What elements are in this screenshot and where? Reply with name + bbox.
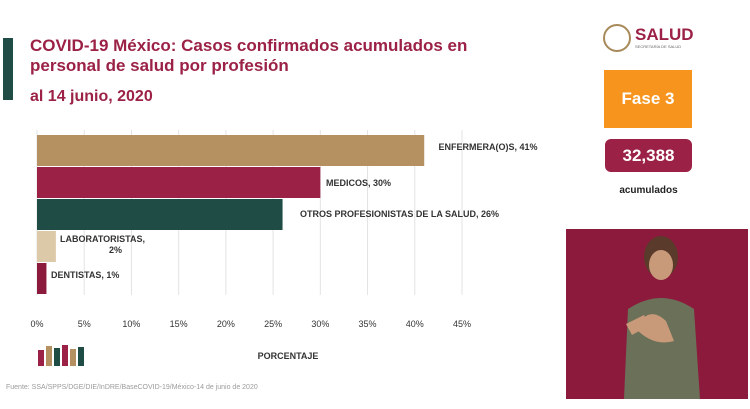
logo-name: SALUD: [635, 25, 694, 44]
heritage-figures-illustration: [38, 345, 84, 366]
total-count-badge: 32,388: [605, 139, 692, 172]
x-tick-label: 40%: [406, 319, 424, 329]
x-tick-label: 5%: [78, 319, 91, 329]
x-axis-label: PORCENTAJE: [258, 351, 319, 361]
x-tick-label: 30%: [311, 319, 329, 329]
phase-badge: Fase 3: [604, 70, 692, 128]
x-tick-label: 10%: [122, 319, 140, 329]
bar-laboratoristas: [37, 231, 56, 262]
bar-chart: 0% 5% 10% 15% 20% 25% 30% 35% 40% 45% PORCENTAJE: [30, 130, 471, 361]
source-note: Fuente: SSA/SPPS/DGE/DIE/InDRE/BaseCOVID…: [6, 384, 258, 391]
data-label-dentistas: DENTISTAS, 1%: [51, 270, 120, 280]
bar-otros-profesionistas-de-la-salud: [37, 199, 283, 230]
total-count-label: acumulados: [619, 185, 678, 196]
bar-medicos: [37, 167, 321, 198]
data-label-otros: OTROS PROFESIONISTAS DE LA SALUD, 26%: [300, 209, 500, 219]
x-tick-label: 15%: [170, 319, 188, 329]
chart-date: al 14 junio, 2020: [30, 88, 153, 105]
x-tick-label: 45%: [453, 319, 471, 329]
salud-logo: SALUD SECRETARÍA DE SALUD: [603, 24, 699, 54]
seal-icon: [603, 24, 631, 52]
x-tick-label: 0%: [30, 319, 43, 329]
chart-title: COVID-19 México: Casos confirmados acumu…: [30, 36, 468, 75]
x-tick-label: 20%: [217, 319, 235, 329]
logo-subtitle: SECRETARÍA DE SALUD: [635, 44, 682, 49]
data-label-laboratoristas: LABORATORISTAS, 2%: [60, 234, 145, 255]
x-tick-label: 35%: [359, 319, 377, 329]
interpreter-figure: [624, 236, 700, 399]
title-accent-bar: [3, 38, 13, 100]
data-label-medicos: MEDICOS, 30%: [326, 178, 392, 188]
bar-dentistas: [37, 263, 47, 294]
bar-enfermera-o-s: [37, 135, 425, 166]
x-tick-label: 25%: [264, 319, 282, 329]
data-label-enfermeras: ENFERMERA(O)S, 41%: [438, 142, 538, 152]
sign-language-interpreter-video: [566, 229, 748, 399]
